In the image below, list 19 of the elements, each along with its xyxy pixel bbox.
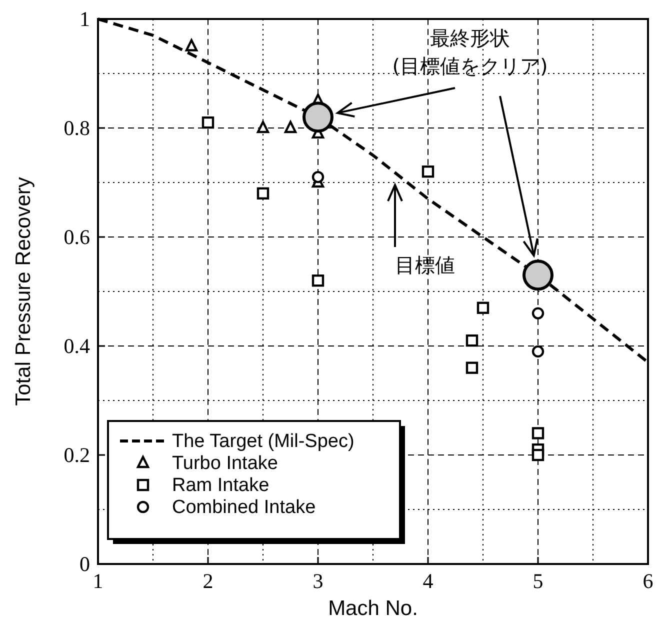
x-axis-title: Mach No. [328,597,418,620]
y-tick-label: 0.4 [64,334,90,358]
legend-label: Ram Intake [172,475,270,496]
legend-label: The Target (Mil-Spec) [172,431,354,452]
x-tick-label: 5 [532,569,544,593]
y-tick-label: 0.2 [64,443,90,467]
y-axis-title: Total Pressure Recovery [12,176,35,406]
annotation: 目標値 [395,253,455,278]
legend-label: Combined Intake [172,497,316,518]
y-tick-label: 0.8 [64,116,90,140]
x-tick-label: 6 [642,569,654,593]
y-tick-label: 0.6 [64,225,90,249]
y-tick-label: 1 [80,7,90,31]
x-tick-label: 3 [312,569,324,593]
legend-label: Turbo Intake [172,453,278,474]
y-tick-label: 0 [80,552,90,576]
x-tick-label: 4 [422,569,434,593]
annotation: 最終形状 (目標値をクリア) [392,26,548,78]
x-tick-label: 2 [202,569,214,593]
